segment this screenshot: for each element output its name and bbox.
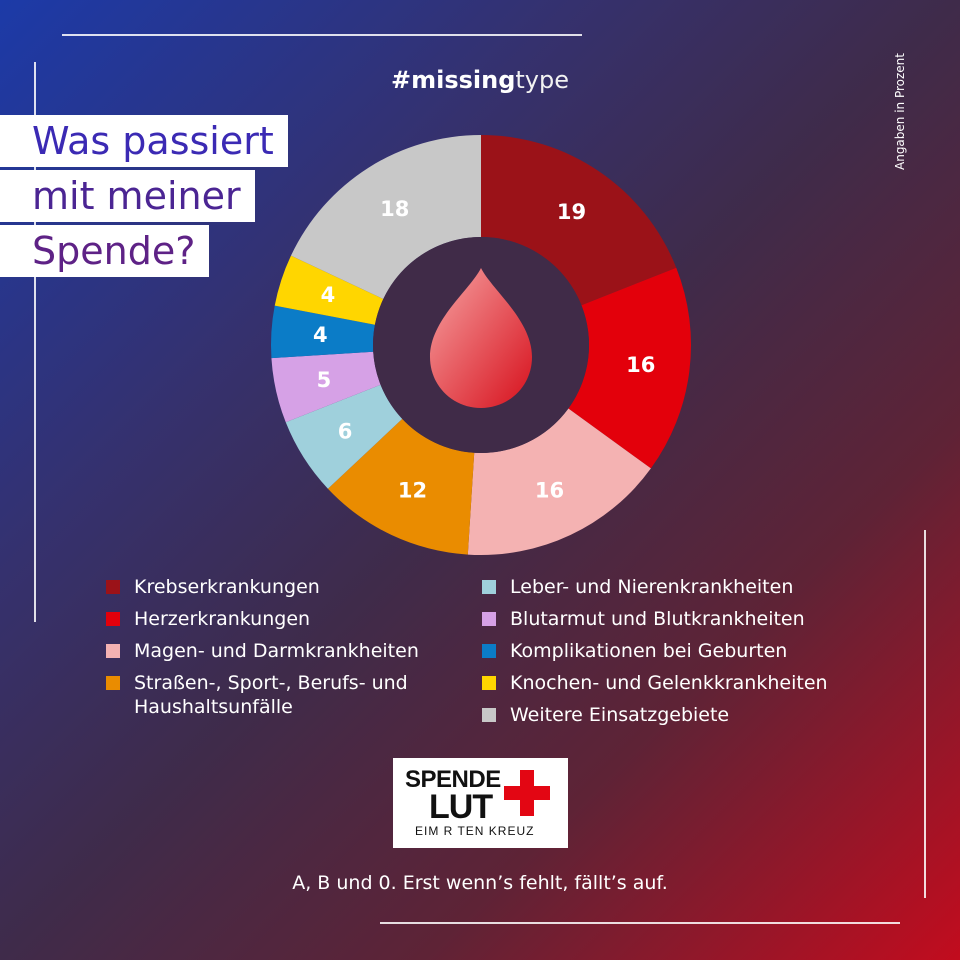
- logo-text-spende: SPENDE: [405, 766, 501, 793]
- legend-label: Herzerkrankungen: [134, 608, 311, 630]
- legend-item: Leber- und Nierenkrankheiten: [482, 575, 882, 599]
- legend-swatch: [482, 612, 496, 626]
- slice-value-label: 6: [338, 419, 353, 443]
- legend-swatch: [482, 676, 496, 690]
- blood-drop-icon: [430, 268, 532, 408]
- slice-value-label: 19: [557, 200, 586, 224]
- donut-slice: [290, 135, 481, 300]
- legend-label: Magen- und Darmkrankheiten: [134, 640, 419, 662]
- legend-item: Komplikationen bei Geburten: [482, 639, 882, 663]
- slice-value-label: 4: [313, 323, 328, 347]
- slice-value-label: 5: [317, 368, 332, 392]
- title-line-3: Spende?: [0, 225, 210, 277]
- hashtag-light: type: [515, 66, 570, 94]
- legend-label: Straßen-, Sport-, Berufs- und Haushaltsun…: [134, 671, 408, 719]
- slice-value-label: 12: [398, 479, 427, 503]
- hashtag-missingtype: #missingtype: [0, 66, 960, 94]
- logo-text-lut: LUT: [429, 788, 493, 826]
- legend-swatch: [482, 580, 496, 594]
- legend-left-column: Krebserkrankungen Herzerkrankungen Magen…: [106, 575, 456, 727]
- legend-label: Krebserkrankungen: [134, 576, 320, 598]
- tagline: A, B und 0. Erst wenn’s fehlt, fällt’s a…: [292, 872, 668, 894]
- legend-label: Blutarmut und Blutkrankheiten: [510, 608, 805, 630]
- donut-slice: [327, 418, 475, 555]
- donut-slice: [271, 351, 381, 423]
- legend-right-column: Leber- und Nierenkrankheiten Blutarmut u…: [482, 575, 882, 735]
- donut-slice: [481, 135, 677, 306]
- donut-slice: [271, 305, 375, 359]
- red-cross-icon-bar: [504, 786, 550, 800]
- logo-text-tagline: EIM R TEN KREUZ: [415, 824, 535, 838]
- donut-slice: [467, 408, 651, 555]
- legend-label: Knochen- und Gelenkkrankheiten: [510, 672, 828, 694]
- legend-swatch: [106, 676, 120, 690]
- hashtag-bold: #missing: [390, 66, 516, 94]
- legend-label: Komplikationen bei Geburten: [510, 640, 788, 662]
- legend-label: Leber- und Nierenkrankheiten: [510, 576, 794, 598]
- legend-swatch: [106, 580, 120, 594]
- legend-item: Krebserkrankungen: [106, 575, 456, 599]
- legend-swatch: [482, 644, 496, 658]
- donut-slice: [285, 384, 403, 489]
- legend-item: Blutarmut und Blutkrankheiten: [482, 607, 882, 631]
- right-vertical-line: [924, 530, 926, 898]
- bottom-divider-line: [380, 922, 900, 924]
- legend-item: Herzerkrankungen: [106, 607, 456, 631]
- spende-blut-logo: SPENDE LUT EIM R TEN KREUZ: [393, 758, 568, 848]
- left-vertical-line: [34, 62, 36, 622]
- legend-swatch: [106, 612, 120, 626]
- legend-swatch: [482, 708, 496, 722]
- donut-slice: [568, 267, 691, 469]
- title-line-2: mit meiner: [0, 170, 255, 222]
- slice-value-label: 16: [535, 479, 564, 503]
- title-line-1: Was passiert: [0, 115, 288, 167]
- legend-item: Knochen- und Gelenkkrankheiten: [482, 671, 882, 695]
- slice-value-label: 4: [321, 283, 336, 307]
- legend-item: Straßen-, Sport-, Berufs- und Haushaltsun…: [106, 671, 456, 719]
- top-divider-line: [62, 34, 582, 36]
- legend-label-line1: Straßen-, Sport-, Berufs- und: [134, 672, 408, 694]
- donut-slice: [274, 255, 384, 325]
- legend-label: Weitere Einsatzgebiete: [510, 704, 730, 726]
- legend-item: Magen- und Darmkrankheiten: [106, 639, 456, 663]
- legend-swatch: [106, 644, 120, 658]
- legend-item: Weitere Einsatzgebiete: [482, 703, 882, 727]
- slice-value-label: 18: [380, 197, 409, 221]
- slice-value-label: 16: [626, 353, 655, 377]
- legend-label-line2: Haushaltsunfälle: [134, 696, 293, 718]
